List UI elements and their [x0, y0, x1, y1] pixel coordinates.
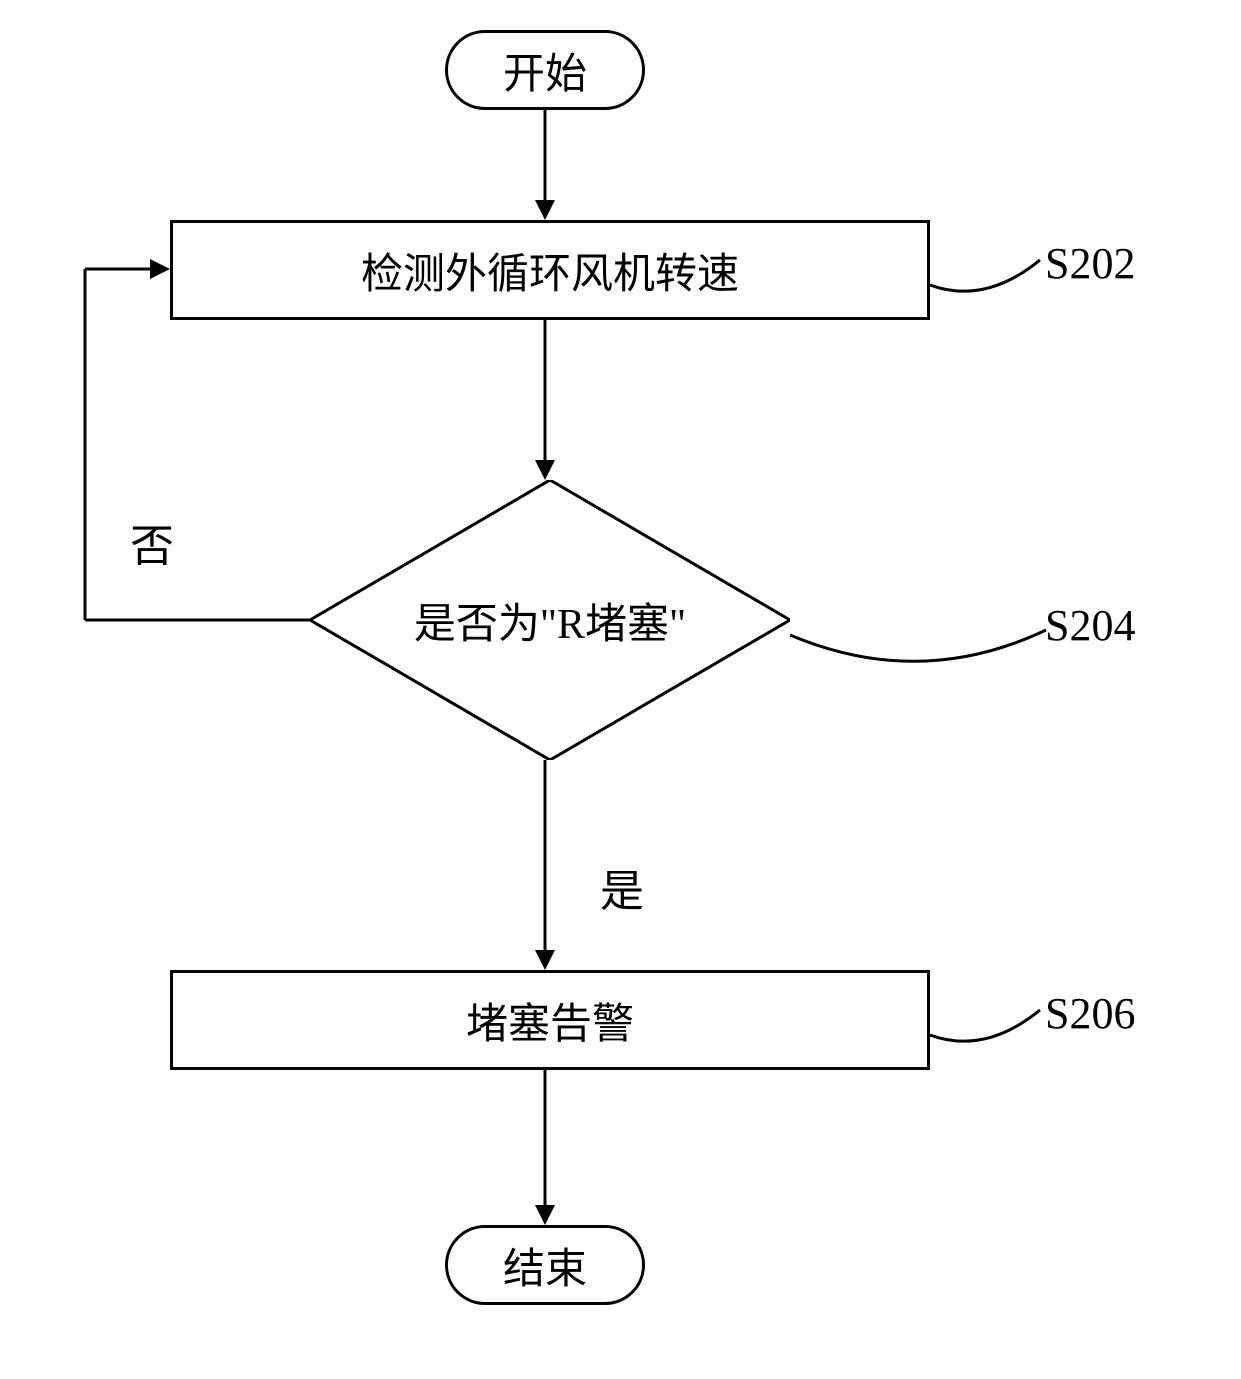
start-node: 开始	[445, 30, 645, 110]
end-node: 结束	[445, 1225, 645, 1305]
s206-curve	[930, 1000, 1050, 1060]
start-label: 开始	[503, 40, 587, 101]
yes-label: 是	[600, 855, 644, 919]
arrow-start-s202	[530, 110, 570, 222]
flowchart-container: 开始 检测外循环风机转速 S202 是否为"R堵塞" S204 否 是	[0, 0, 1241, 1379]
arrow-s202-s204	[530, 320, 570, 482]
end-label: 结束	[503, 1235, 587, 1296]
arrow-s206-end	[530, 1070, 570, 1227]
s206-node: 堵塞告警	[170, 970, 930, 1070]
s202-curve	[930, 250, 1050, 310]
s202-label: 检测外循环风机转速	[361, 240, 739, 301]
s206-label: 堵塞告警	[466, 990, 634, 1051]
arrow-s204-s202-loop	[70, 255, 315, 625]
s204-label: 是否为"R堵塞"	[310, 580, 790, 660]
no-label: 否	[130, 510, 174, 574]
s202-step-label: S202	[1045, 238, 1135, 289]
s206-step-label: S206	[1045, 988, 1135, 1039]
s204-curve	[790, 620, 1050, 690]
s204-step-label: S204	[1045, 600, 1135, 651]
arrow-s204-s206	[530, 760, 570, 972]
